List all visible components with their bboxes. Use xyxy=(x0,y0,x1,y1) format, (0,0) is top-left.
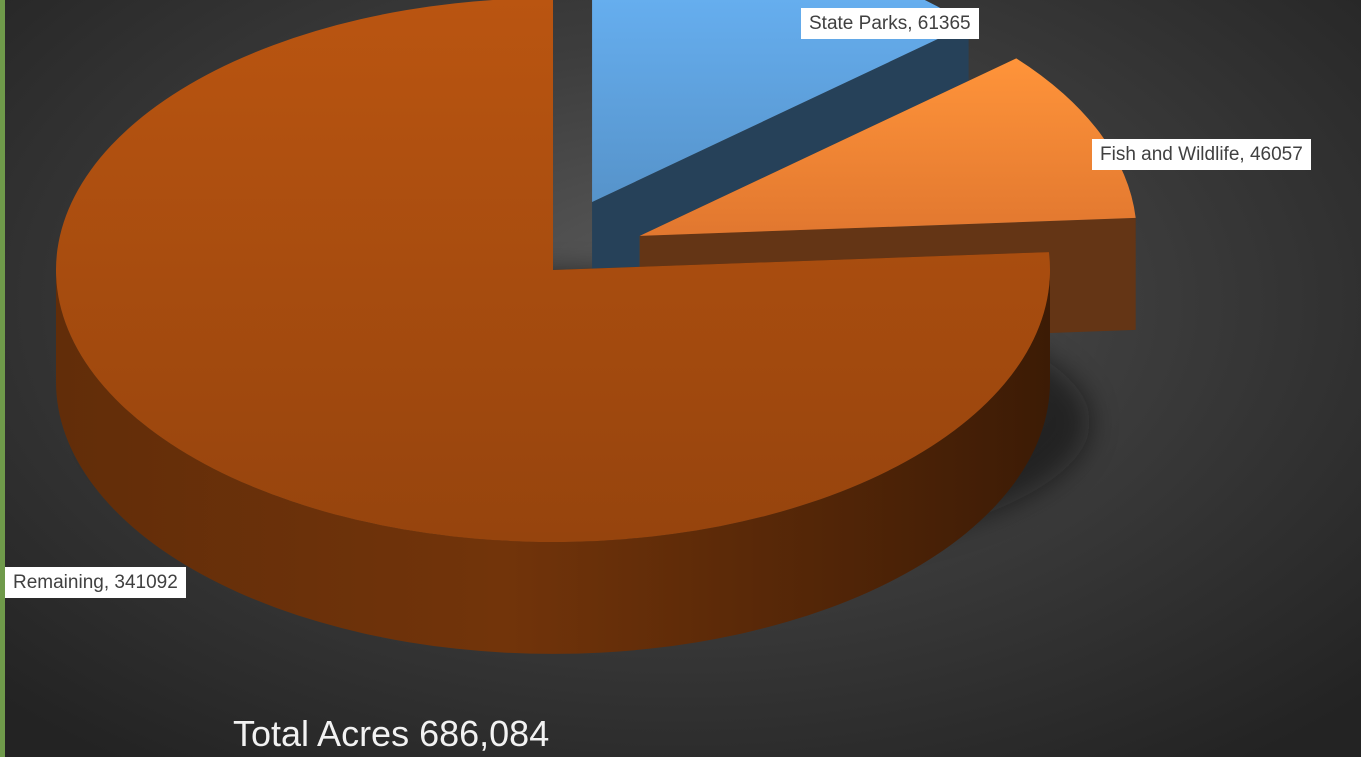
pie-slice-state-parks xyxy=(592,0,969,203)
total-acres-annotation: Total Acres 686,084 xyxy=(233,713,550,754)
data-label-state-parks: State Parks, 61365 xyxy=(801,8,979,39)
left-accent-bar xyxy=(0,0,5,757)
pie-slice-fish-and-wildlife xyxy=(639,58,1136,236)
pie-tops xyxy=(56,0,1136,542)
data-label-remaining: Remaining, 341092 xyxy=(5,567,186,598)
pie-slice-remaining xyxy=(56,0,1050,542)
data-label-fish-and-wildlife: Fish and Wildlife, 46057 xyxy=(1092,139,1311,170)
pie-slice-side-remaining xyxy=(56,270,1050,654)
